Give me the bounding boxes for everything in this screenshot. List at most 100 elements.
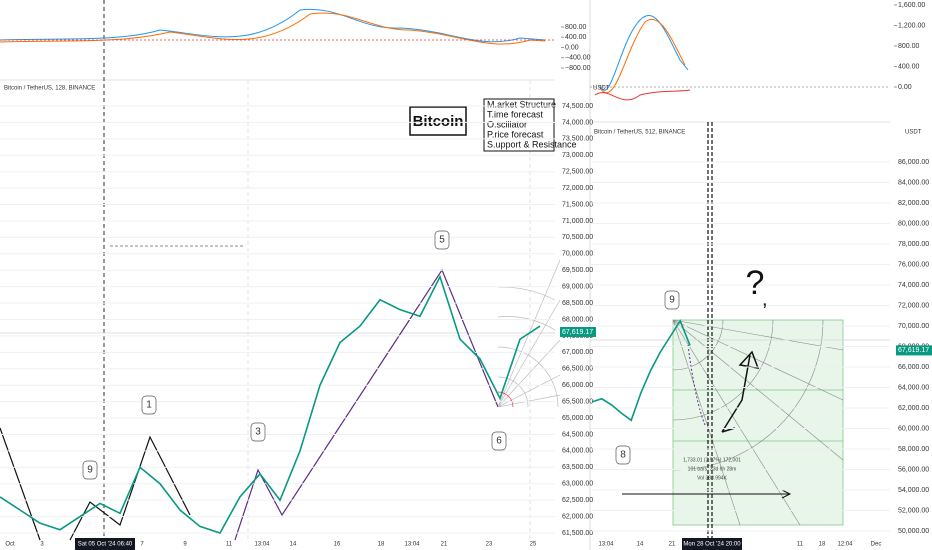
y-tick-label: 52,000.00: [898, 507, 929, 514]
last-price-tag: [560, 327, 596, 338]
measure-text: 101 bars, 33d 6h 28m: [688, 466, 737, 472]
y-tick-label: 72,500.00: [562, 169, 593, 176]
x-crosshair-label: Sat 05 Oct '24 06:40: [78, 542, 133, 548]
y-tick-label: 68,000.00: [562, 316, 593, 323]
y-tick-label: 67,000.00: [562, 349, 593, 356]
last-price-tag: [896, 345, 932, 356]
y-tick-label: 66,500.00: [562, 366, 593, 373]
y-tick-label: 73,000.00: [562, 152, 593, 159]
y-tick-label: 78,000.00: [898, 241, 929, 248]
y-tick-label: 66,000.00: [562, 382, 593, 389]
y-tick-label: 74,000.00: [562, 119, 593, 126]
legend-line: M.arket Structure: [487, 99, 556, 109]
osc-tick-label: 400.00: [898, 63, 920, 70]
x-tick-label: 11: [797, 542, 804, 548]
y-tick-label: 62,500.00: [562, 497, 593, 504]
chart-header: Bitcoin / TetherUS, 512, BINANCE: [594, 130, 685, 136]
y-tick-label: 69,500.00: [562, 267, 593, 274]
osc-tick-label: −400.00: [565, 55, 591, 62]
osc-line: [599, 15, 689, 91]
wave-bubble: [141, 395, 157, 415]
legend-line: T.ime forecast: [487, 109, 544, 119]
y-tick-label: 60,000.00: [898, 425, 929, 432]
y-tick-label: 64,000.00: [898, 384, 929, 391]
y-tick-label: 69,000.00: [562, 283, 593, 290]
y-tick-label: 71,500.00: [562, 201, 593, 208]
wave-bubble: [491, 431, 507, 451]
y-tick-label: 74,500.00: [562, 103, 593, 110]
wave-label: 9: [87, 465, 93, 476]
y-tick-label: 56,000.00: [898, 466, 929, 473]
osc-line: [0, 8, 546, 43]
forecast-path: [687, 344, 706, 426]
x-tick-label: 3: [40, 542, 44, 548]
y-tick-label: 72,000.00: [562, 185, 593, 192]
y-tick-label: 76,000.00: [898, 261, 929, 268]
osc-line: [594, 89, 691, 101]
wave-label: 5: [439, 235, 445, 246]
x-crosshair-tag: [682, 538, 742, 550]
osc-tick-label: 0.00: [898, 84, 912, 91]
y-tick-label: 65,000.00: [562, 415, 593, 422]
x-tick-label: 21: [441, 542, 448, 548]
x-tick-label: 12:04: [837, 542, 853, 548]
y-tick-label: 74,000.00: [898, 282, 929, 289]
wave-label: 1: [146, 400, 152, 411]
y-tick-label: 62,000.00: [898, 405, 929, 412]
osc-tick-label: −800.00: [565, 65, 591, 72]
y-tick-label: 62,000.00: [562, 513, 593, 520]
wave-label: 9: [669, 295, 675, 306]
y-tick-label: 73,500.00: [562, 136, 593, 143]
price-line: [591, 319, 691, 422]
measure-text: 1,733.01 (2.57%) 172,001: [683, 457, 741, 463]
y-tick-label: 63,000.00: [562, 481, 593, 488]
y-tick-label: 84,000.00: [898, 179, 929, 186]
y-tick-label: 72,000.00: [898, 302, 929, 309]
y-tick-label: 63,500.00: [562, 464, 593, 471]
chart-header: Bitcoin / TetherUS, 128, BINANCE: [4, 86, 95, 92]
y-tick-label: 70,500.00: [562, 234, 593, 241]
unit-label: USDT: [905, 130, 922, 136]
x-crosshair-tag: [75, 538, 135, 550]
measure-text: Vol 383.994K: [697, 475, 727, 481]
fib-fan: [672, 319, 844, 526]
x-tick-label: 7: [140, 542, 144, 548]
y-tick-label: 68,500.00: [562, 300, 593, 307]
osc-tick-label: 800.00: [565, 24, 587, 31]
wave-bubble: [615, 445, 631, 465]
h-arrow-head: [781, 489, 792, 499]
x-tick-label: 13:04: [254, 542, 270, 548]
y-tick-label: 86,000.00: [898, 159, 929, 166]
legend-box: [483, 98, 555, 152]
last-price-label: 67,619.17: [562, 329, 593, 336]
osc-tick-label: 400.00: [565, 34, 587, 41]
y-tick-label: 58,000.00: [898, 446, 929, 453]
x-tick-label: 9: [183, 542, 187, 548]
osc-line: [0, 12, 546, 45]
y-tick-label: 70,000.00: [898, 323, 929, 330]
unit-label: USDT: [593, 86, 610, 92]
x-tick-label: 14: [637, 542, 644, 548]
x-tick-label: 25: [530, 542, 537, 548]
forecast-box: [672, 319, 844, 526]
x-tick-label: 18: [378, 542, 385, 548]
x-tick-label: 14: [290, 542, 297, 548]
wave-label: 8: [620, 450, 626, 461]
x-tick-label: 13:04: [404, 542, 420, 548]
osc-tick-label: 1,600.00: [898, 2, 925, 9]
price-line: [0, 274, 541, 534]
osc-line: [599, 18, 686, 94]
legend-line: P.rice forecast: [487, 129, 544, 139]
x-tick-label: 18: [819, 542, 826, 548]
y-tick-label: 82,000.00: [898, 200, 929, 207]
hand-comma: ,: [762, 288, 768, 310]
x-tick-label: 16: [334, 542, 341, 548]
y-tick-label: 80,000.00: [898, 220, 929, 227]
wave-bubble: [250, 422, 266, 442]
osc-tick-label: 0.00: [565, 44, 579, 51]
wave-bubble: [82, 460, 98, 480]
x-tick-label: 21: [669, 542, 676, 548]
x-tick-label: 23: [486, 542, 493, 548]
legend-line: O.scillator: [487, 119, 527, 129]
